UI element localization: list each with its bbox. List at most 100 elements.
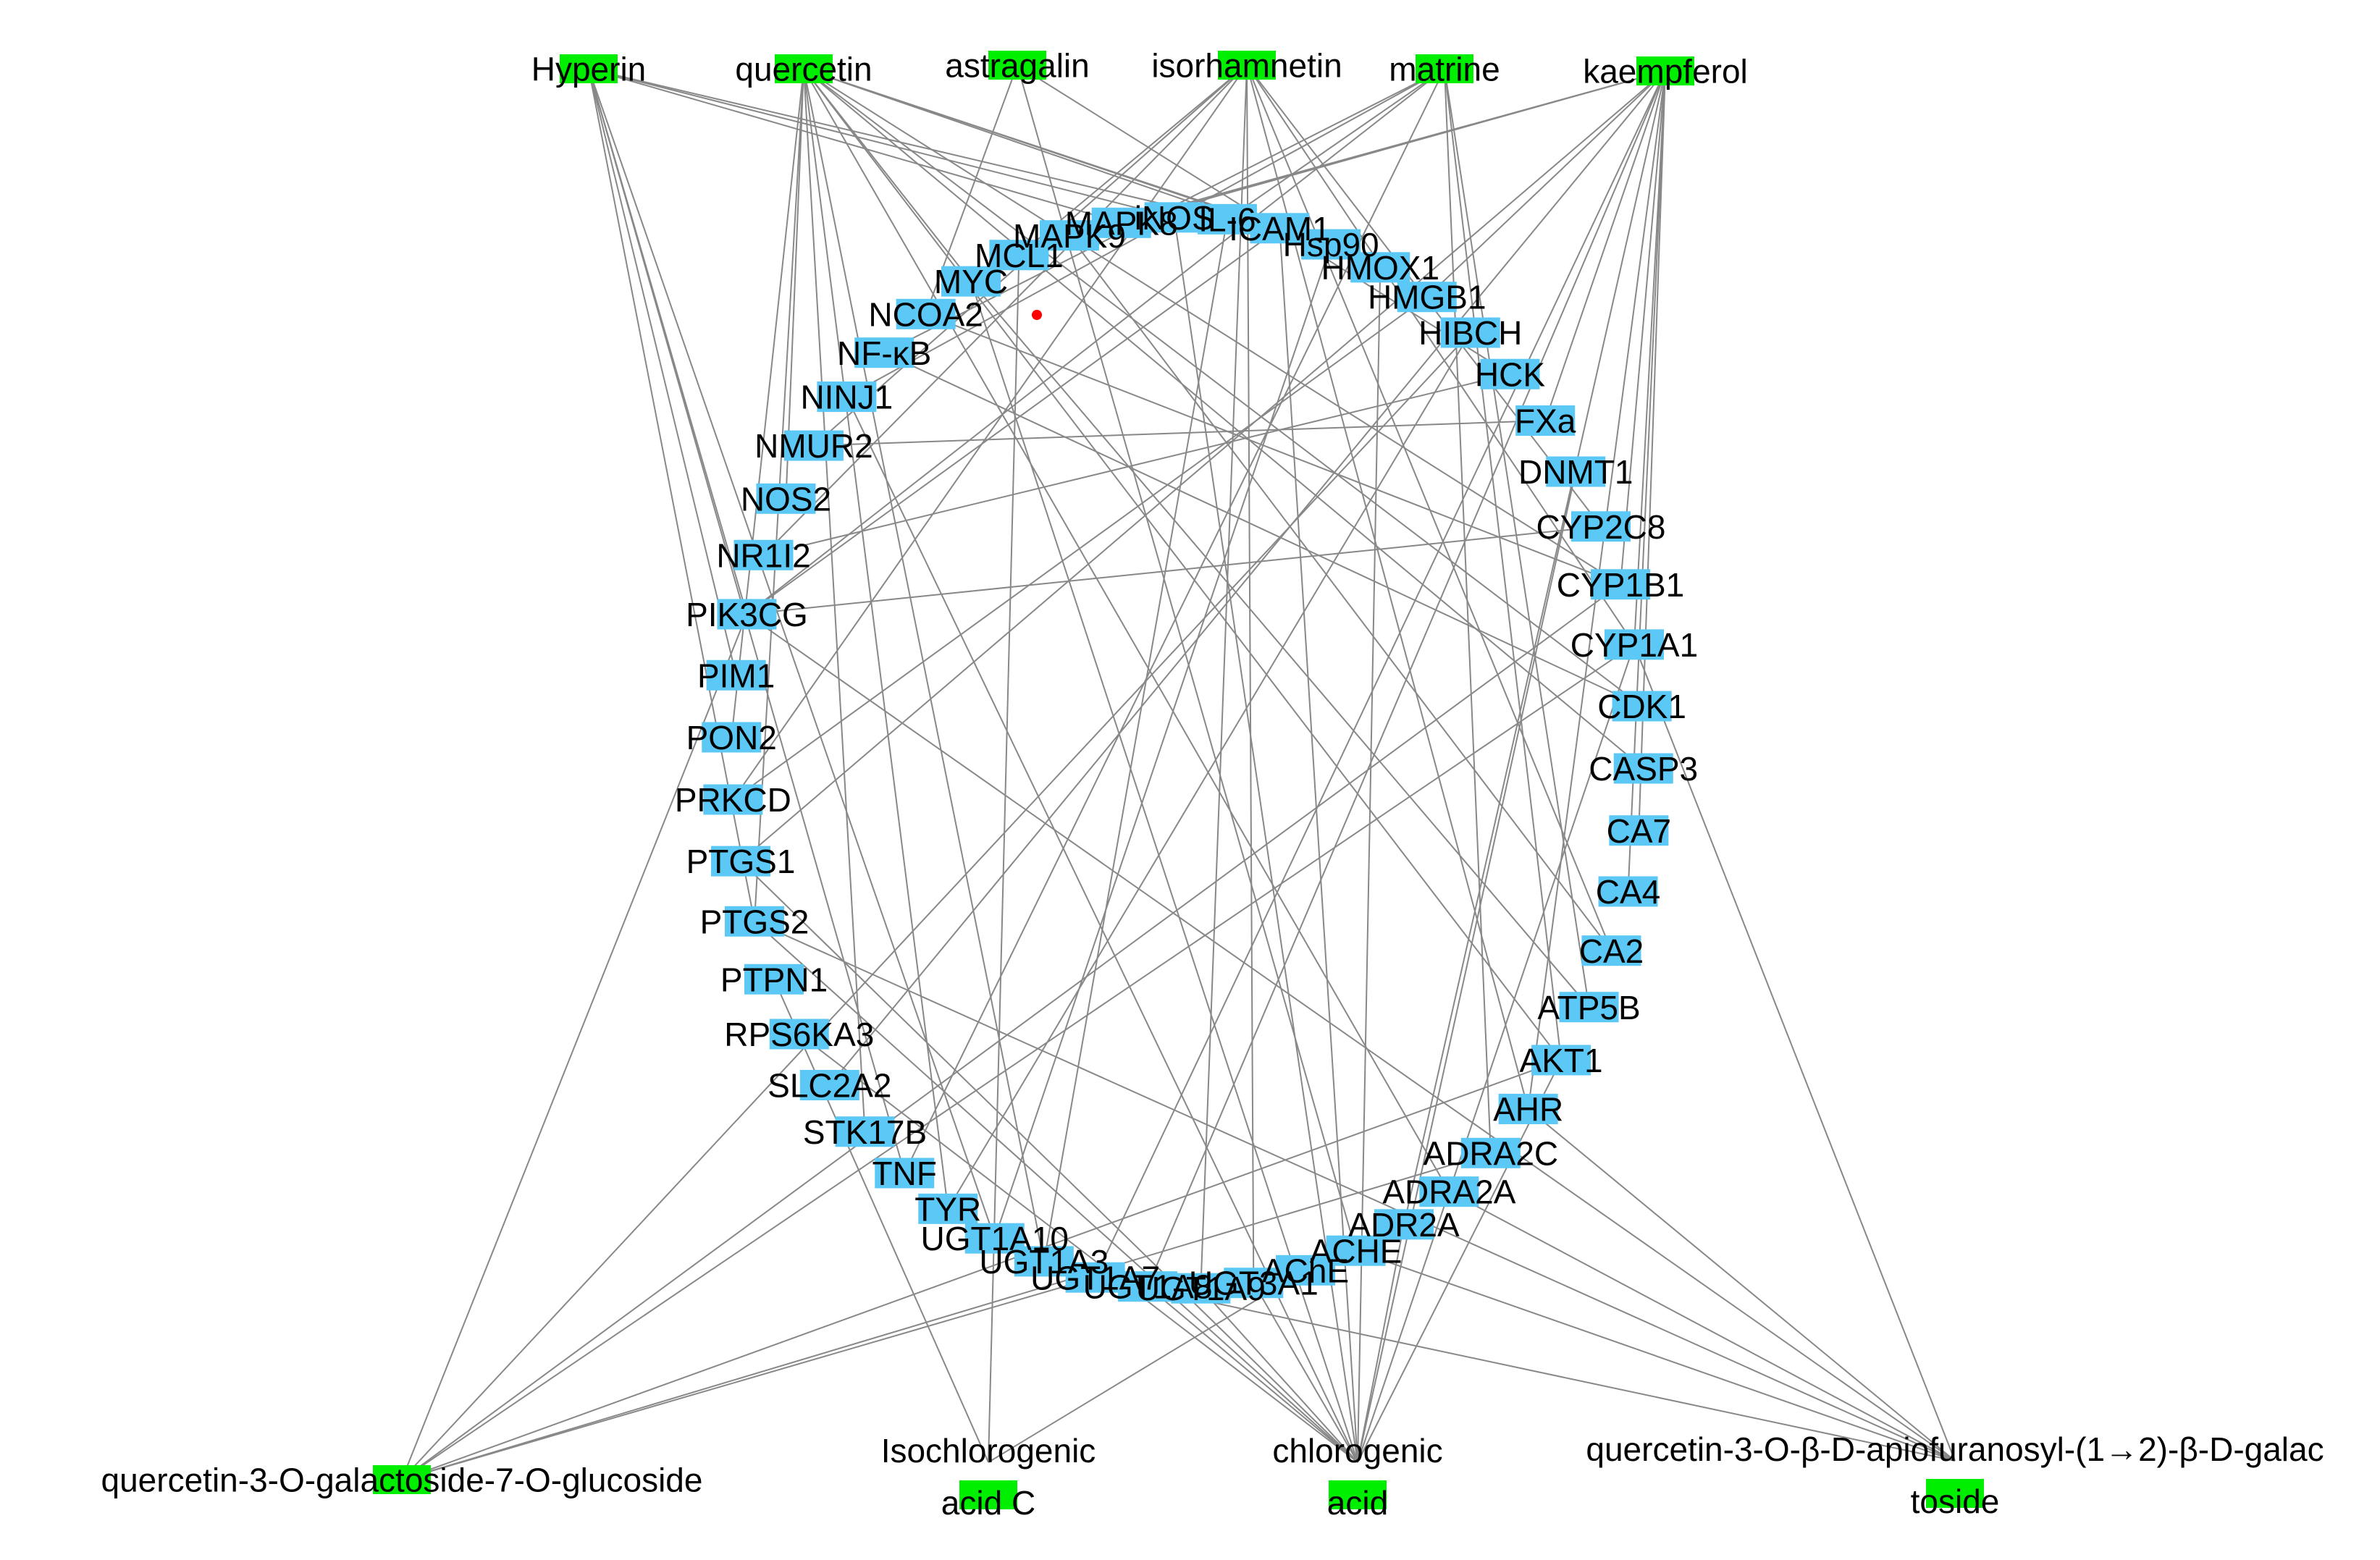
target-node[interactable] [835, 1116, 895, 1147]
target-node[interactable] [783, 430, 844, 461]
edge [401, 583, 1621, 1480]
target-node[interactable] [854, 337, 914, 368]
compound-node[interactable] [775, 54, 833, 83]
target-node[interactable] [1250, 213, 1310, 244]
target-node[interactable] [769, 1019, 829, 1050]
target-node[interactable] [756, 483, 816, 514]
target-node[interactable] [702, 722, 762, 753]
target-node[interactable] [1374, 1209, 1434, 1240]
target-label: AChE [1262, 1252, 1349, 1289]
compound-node[interactable] [1926, 1479, 1984, 1508]
edge [1544, 70, 1666, 421]
target-node[interactable] [1171, 1273, 1231, 1304]
target-node[interactable] [717, 599, 777, 630]
node-boxes-layer [373, 51, 1984, 1509]
target-node[interactable] [703, 784, 763, 815]
target-node[interactable] [817, 381, 877, 413]
target-node[interactable] [1591, 569, 1651, 600]
target-node[interactable] [1598, 876, 1658, 907]
target-node[interactable] [744, 964, 804, 995]
target-node[interactable] [1531, 1045, 1591, 1076]
target-node[interactable] [1039, 220, 1099, 251]
compound-node[interactable] [1329, 1480, 1387, 1509]
target-node[interactable] [964, 1223, 1025, 1254]
compound-node[interactable] [1218, 51, 1276, 80]
edge [803, 68, 1045, 1262]
target-node[interactable] [706, 659, 766, 691]
edge [803, 68, 1621, 586]
compound-node[interactable] [959, 1480, 1017, 1509]
target-node[interactable] [1581, 935, 1641, 966]
target-node[interactable] [896, 298, 956, 329]
compound-node[interactable] [560, 54, 618, 83]
target-label: PON2 [686, 719, 777, 756]
edge [1200, 1288, 1358, 1463]
target-node[interactable] [1515, 405, 1576, 437]
target-node[interactable] [1065, 1262, 1125, 1293]
target-label: NINJ1 [800, 379, 893, 416]
edge [588, 68, 755, 922]
target-label: PIM1 [697, 657, 775, 694]
edge [401, 644, 1635, 1480]
target-node[interactable] [1546, 456, 1606, 487]
target-node[interactable] [1397, 282, 1457, 313]
edge [1253, 1282, 1358, 1463]
compound-node[interactable] [1636, 56, 1694, 85]
edge [1227, 68, 1445, 220]
target-node[interactable] [1440, 317, 1500, 348]
target-node[interactable] [1118, 1271, 1178, 1302]
compound-label: Isochlorogenic acid C [881, 1432, 1096, 1522]
compound-node[interactable] [373, 1465, 431, 1494]
edge [1633, 70, 1666, 645]
target-node[interactable] [1609, 815, 1669, 846]
target-node[interactable] [711, 846, 771, 877]
target-label: FXa [1515, 402, 1576, 440]
edge [1444, 68, 1563, 1061]
edge [1357, 267, 1382, 1463]
compound-label: quercetin [735, 51, 872, 88]
target-node[interactable] [1091, 207, 1151, 238]
target-node[interactable] [989, 240, 1049, 271]
edge [1043, 219, 1228, 1262]
target-node[interactable] [875, 1158, 935, 1189]
target-label: CDK1 [1597, 688, 1686, 725]
target-node[interactable] [1350, 252, 1410, 283]
target-node[interactable] [1460, 1137, 1521, 1168]
target-node[interactable] [1326, 1235, 1386, 1266]
target-label: ADRA2C [1424, 1134, 1559, 1172]
target-node[interactable] [1276, 1255, 1336, 1286]
target-node[interactable] [918, 1193, 978, 1224]
target-node[interactable] [1613, 753, 1673, 784]
target-label: CYP1A1 [1570, 626, 1698, 664]
target-node[interactable] [1604, 629, 1664, 660]
edge [1527, 1108, 1956, 1462]
compound-node[interactable] [1416, 54, 1473, 83]
target-label: DNMT1 [1518, 453, 1633, 491]
target-label: NCOA2 [868, 295, 983, 333]
edge [746, 613, 1956, 1462]
target-node[interactable] [1570, 511, 1631, 542]
target-node[interactable] [733, 539, 794, 570]
target-node[interactable] [1559, 992, 1619, 1023]
edge [1147, 1286, 1358, 1463]
edge [1246, 64, 1612, 951]
compound-node[interactable] [988, 51, 1046, 80]
target-node[interactable] [1498, 1093, 1558, 1124]
target-node[interactable] [1480, 358, 1540, 389]
target-node[interactable] [799, 1069, 859, 1100]
target-label: PRKCD [675, 781, 791, 819]
target-node[interactable] [1419, 1176, 1479, 1207]
edge [799, 1033, 1358, 1463]
target-node[interactable] [724, 906, 784, 937]
target-node[interactable] [1224, 1268, 1284, 1299]
edge [1426, 70, 1666, 298]
target-label: UGT1A7 [1030, 1259, 1160, 1297]
edge [993, 244, 1332, 1239]
target-node[interactable] [1612, 691, 1672, 722]
target-node[interactable] [941, 266, 1001, 297]
target-node[interactable] [1144, 202, 1204, 233]
target-node[interactable] [1197, 203, 1257, 235]
edge [731, 68, 804, 738]
edge [747, 526, 1602, 615]
